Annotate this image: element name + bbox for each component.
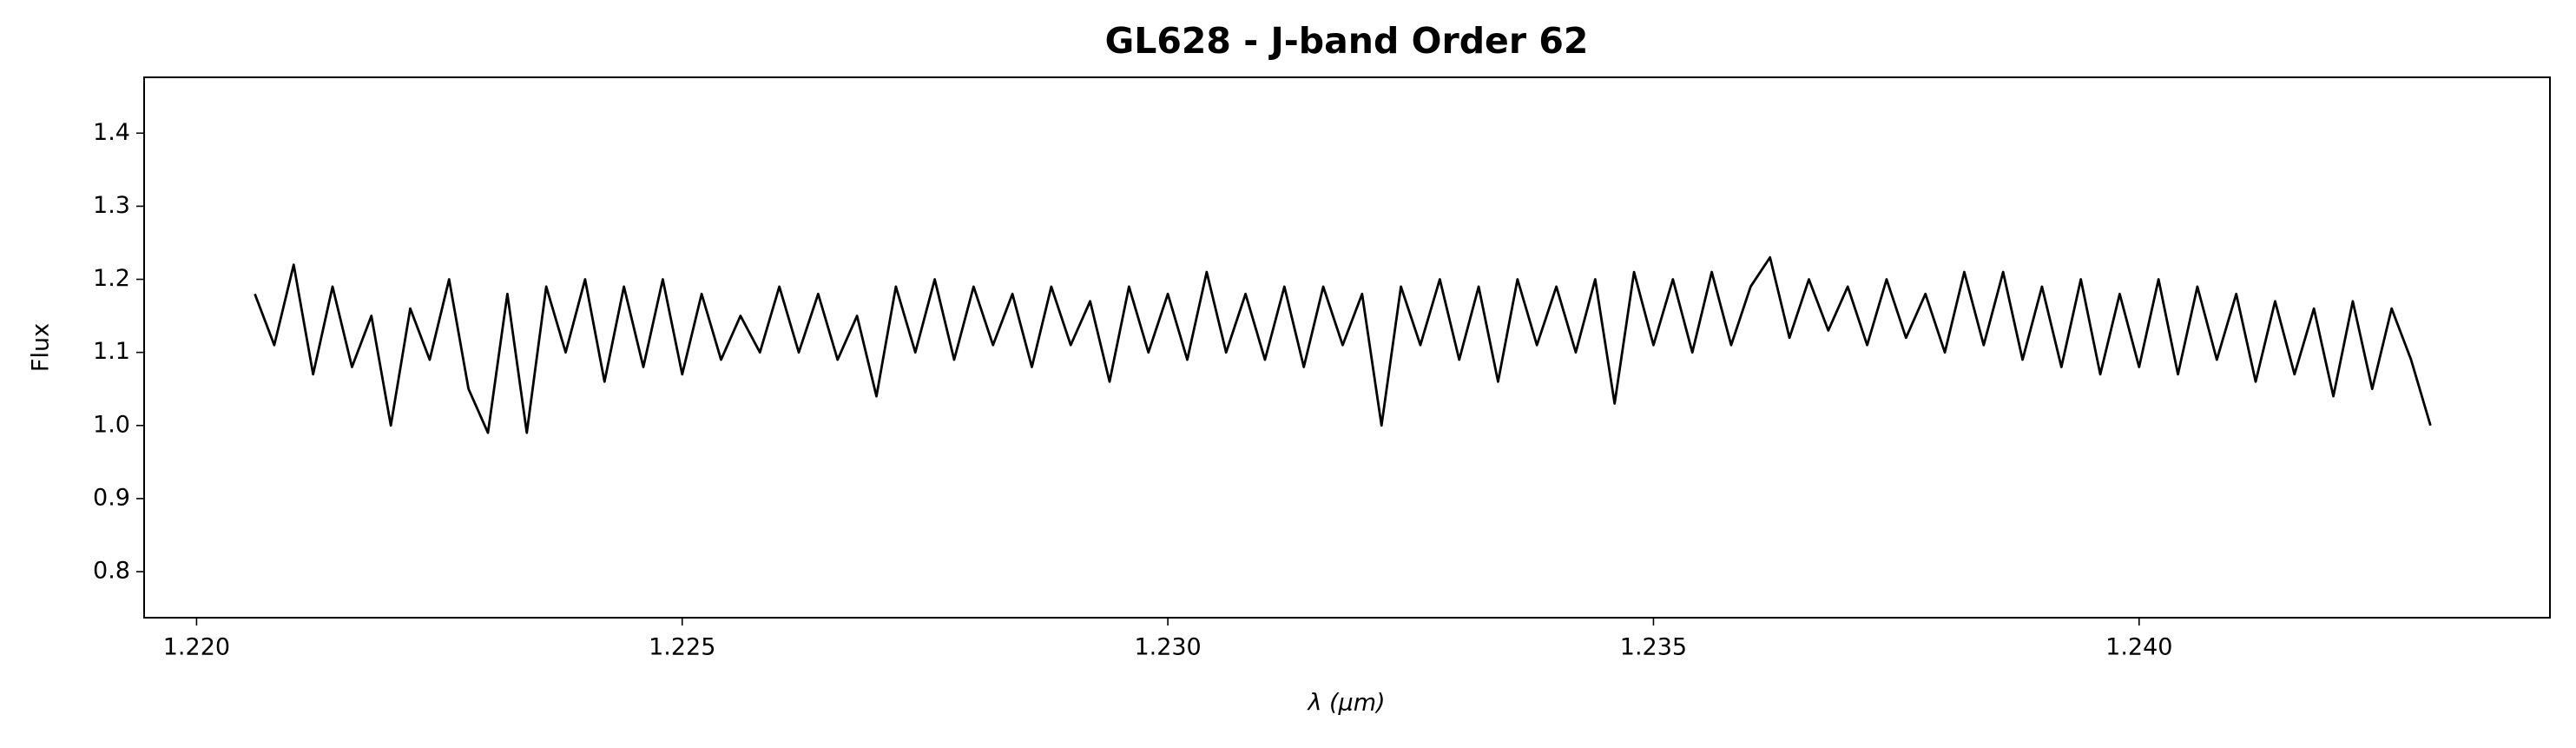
chart-title: GL628 - J-band Order 62: [1105, 20, 1589, 62]
y-axis-label: Flux: [28, 323, 55, 372]
y-tick-label: 1.4: [93, 119, 130, 146]
x-axis-label: λ (μm): [1306, 690, 1385, 717]
x-tick-label: 1.240: [2105, 634, 2172, 661]
x-tick-label: 1.220: [163, 634, 230, 661]
y-tick-label: 1.2: [93, 265, 130, 292]
plot-frame: [143, 76, 2551, 619]
x-tick-label: 1.230: [1134, 634, 1201, 661]
y-tick-label: 1.0: [93, 411, 130, 438]
y-tick-label: 0.8: [93, 558, 130, 585]
spectrum-line: [254, 255, 2432, 434]
x-tick-label: 1.235: [1620, 634, 1687, 661]
x-tick-label: 1.225: [649, 634, 715, 661]
y-tick-label: 0.9: [93, 484, 130, 511]
y-tick-label: 1.3: [93, 192, 130, 219]
y-tick-label: 1.1: [93, 338, 130, 365]
